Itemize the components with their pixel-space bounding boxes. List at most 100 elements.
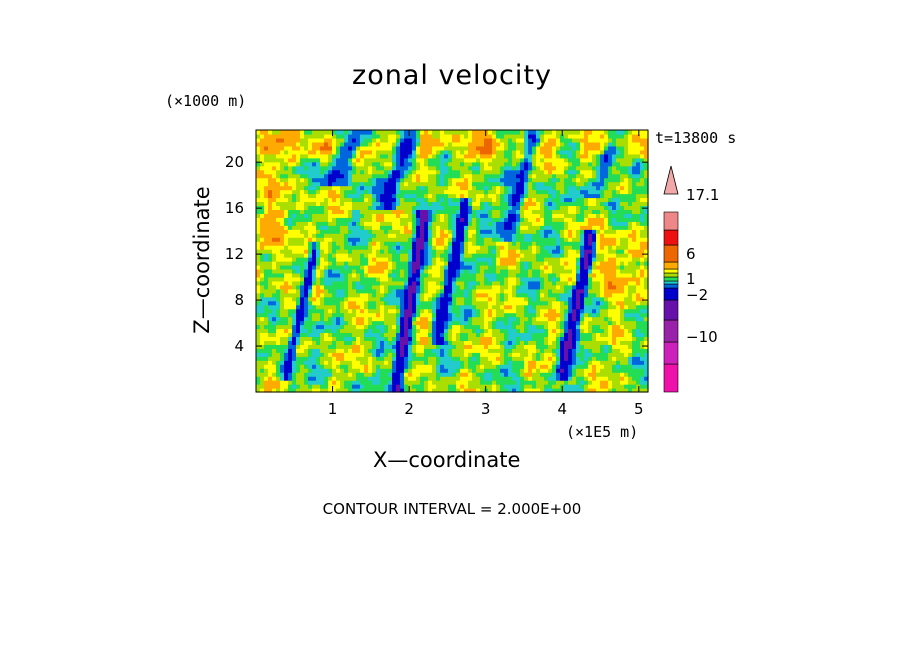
field-cell: [532, 368, 537, 373]
field-cell: [368, 221, 373, 226]
field-cell: [332, 197, 337, 203]
field-cell: [388, 348, 393, 353]
field-cell: [548, 296, 553, 302]
field-cell: [544, 312, 549, 318]
field-cell: [420, 205, 425, 210]
field-cell: [332, 209, 337, 214]
field-cell: [624, 376, 629, 381]
field-cell: [596, 364, 601, 369]
field-cell: [304, 320, 309, 326]
field-cell: [344, 217, 349, 222]
field-cell: [468, 356, 473, 361]
field-cell: [496, 197, 501, 203]
field-cell: [520, 336, 525, 341]
contour-field: [256, 130, 649, 393]
field-cell: [616, 328, 621, 334]
field-cell: [532, 356, 537, 361]
field-cell: [572, 241, 577, 246]
field-cell: [316, 272, 321, 278]
field-cell: [576, 205, 581, 210]
field-cell: [508, 348, 513, 353]
field-cell: [608, 380, 613, 385]
field-cell: [540, 308, 545, 314]
field-cell: [308, 193, 313, 199]
field-cell: [424, 348, 429, 353]
field-cell: [432, 257, 437, 262]
field-cell: [328, 237, 333, 242]
field-cell: [260, 225, 265, 230]
field-cell: [300, 292, 305, 298]
field-cell: [396, 320, 401, 326]
field-cell: [560, 380, 565, 385]
field-cell: [608, 340, 613, 345]
field-cell: [392, 332, 397, 338]
field-cell: [528, 193, 533, 199]
field-cell: [308, 340, 313, 345]
field-cell: [500, 245, 505, 250]
field-cell: [432, 356, 437, 361]
field-cell: [440, 217, 445, 222]
field-cell: [572, 245, 577, 250]
field-cell: [288, 328, 293, 334]
field-cell: [596, 272, 601, 278]
field-cell: [576, 320, 581, 326]
field-cell: [540, 336, 545, 341]
field-cell: [444, 221, 449, 226]
field-cell: [504, 380, 509, 385]
field-cell: [520, 388, 525, 393]
field-cell: [344, 344, 349, 349]
field-cell: [580, 209, 585, 214]
field-cell: [572, 288, 577, 294]
field-cell: [532, 304, 537, 310]
field-cell: [548, 364, 553, 369]
field-cell: [620, 388, 625, 393]
field-cell: [320, 296, 325, 302]
field-cell: [508, 332, 513, 338]
field-cell: [276, 197, 281, 203]
field-cell: [528, 328, 533, 334]
field-cell: [524, 324, 529, 330]
field-cell: [452, 264, 457, 270]
field-cell: [496, 272, 501, 278]
field-cell: [380, 316, 385, 322]
field-cell: [276, 300, 281, 306]
field-cell: [448, 296, 453, 302]
field-cell: [464, 253, 469, 258]
field-cell: [284, 368, 289, 373]
field-cell: [376, 201, 381, 207]
field-cell: [464, 348, 469, 353]
field-cell: [476, 253, 481, 258]
field-cell: [636, 352, 641, 357]
field-cell: [584, 272, 589, 278]
field-cell: [256, 320, 261, 326]
field-cell: [448, 237, 453, 242]
field-cell: [572, 316, 577, 322]
field-cell: [340, 237, 345, 242]
field-cell: [524, 292, 529, 298]
field-cell: [328, 288, 333, 294]
field-cell: [368, 209, 373, 214]
field-cell: [372, 268, 377, 274]
field-cell: [496, 217, 501, 222]
field-cell: [472, 197, 477, 203]
field-cell: [380, 308, 385, 314]
field-cell: [572, 229, 577, 234]
field-cell: [612, 249, 617, 254]
field-cell: [268, 217, 273, 222]
field-cell: [264, 205, 269, 210]
field-cell: [536, 336, 541, 341]
field-cell: [340, 384, 345, 389]
field-cell: [452, 189, 457, 195]
field-cell: [308, 352, 313, 357]
field-cell: [496, 292, 501, 298]
field-cell: [392, 344, 397, 349]
field-cell: [592, 209, 597, 214]
field-cell: [344, 237, 349, 242]
field-cell: [552, 328, 557, 334]
field-cell: [476, 348, 481, 353]
field-cell: [576, 340, 581, 345]
field-cell: [356, 308, 361, 314]
field-cell: [556, 368, 561, 373]
field-cell: [560, 340, 565, 345]
field-cell: [364, 288, 369, 294]
